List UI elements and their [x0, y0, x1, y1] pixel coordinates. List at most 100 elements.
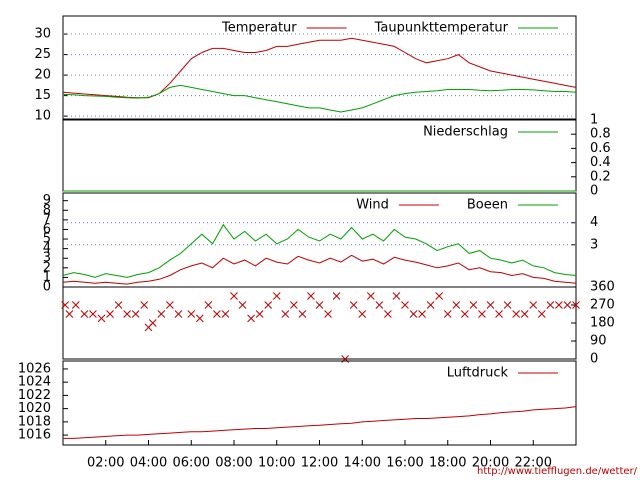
point: [435, 292, 444, 300]
y-tick-label: 1: [43, 270, 51, 285]
x-tick-label: 14:00: [344, 456, 381, 471]
y2-tick-label: 90: [590, 334, 607, 349]
point: [298, 310, 307, 318]
point: [478, 310, 486, 318]
point: [426, 301, 435, 309]
series-line: [63, 406, 577, 439]
y-tick-label: 10: [34, 109, 51, 124]
point: [166, 301, 174, 309]
point: [255, 310, 264, 318]
y-tick-label: 7: [43, 212, 51, 227]
legend-label: Boeen: [467, 198, 508, 213]
series-line: [62, 37, 577, 99]
y2-tick-label: 0.8: [590, 127, 611, 142]
y2-tick-label: 0: [590, 184, 598, 199]
point: [264, 301, 273, 309]
point: [392, 292, 401, 300]
point: [195, 314, 204, 323]
y-tick-label: 2: [43, 260, 51, 275]
point: [401, 301, 409, 309]
point: [80, 310, 89, 318]
point: [495, 310, 503, 318]
point: [247, 314, 255, 323]
y2-tick-label: 3: [590, 237, 598, 252]
x-tick-label: 20:00: [472, 456, 509, 471]
point: [89, 310, 97, 318]
point: [230, 292, 238, 300]
y2-tick-label: 0: [590, 352, 598, 367]
point: [563, 301, 572, 309]
point: [572, 301, 580, 309]
legend-label: Niederschlag: [423, 125, 508, 140]
point: [221, 310, 230, 318]
point: [71, 301, 80, 309]
point: [409, 310, 418, 318]
legend-label: Wind: [356, 198, 389, 213]
y-tick-label: 9: [43, 193, 51, 208]
point: [546, 301, 555, 309]
x-tick-label: 06:00: [173, 456, 210, 471]
point: [106, 310, 114, 318]
y-tick-label: 0: [43, 280, 51, 295]
y2-tick-label: 180: [590, 316, 615, 331]
y-tick-label: 15: [34, 88, 51, 103]
point: [140, 301, 149, 309]
point: [520, 310, 529, 318]
y-tick-label: 3: [43, 251, 51, 266]
legend-label: Luftdruck: [447, 366, 509, 381]
y-tick-label: 1020: [18, 401, 51, 416]
y2-tick-label: 0.4: [590, 155, 611, 170]
point: [61, 301, 69, 309]
y-tick-label: 5: [43, 232, 51, 247]
y2-tick-label: 270: [590, 298, 615, 313]
y2-tick-label: 0.6: [590, 141, 611, 156]
point: [315, 301, 324, 309]
y-tick-label: 1018: [18, 414, 51, 429]
point: [418, 310, 426, 318]
legend-label: Taupunkttemperatur: [374, 21, 509, 36]
point: [503, 301, 512, 309]
point: [358, 310, 367, 318]
point: [537, 310, 546, 318]
point: [469, 301, 478, 309]
point: [148, 319, 157, 327]
point: [384, 310, 392, 318]
point: [289, 301, 298, 309]
point: [529, 301, 538, 309]
point: [366, 292, 375, 300]
point: [157, 310, 166, 318]
point: [65, 310, 74, 318]
y-tick-label: 20: [34, 68, 51, 83]
series-line: [62, 223, 577, 278]
x-tick-label: 02:00: [87, 456, 124, 471]
point: [332, 292, 341, 300]
y2-tick-label: 360: [590, 280, 615, 295]
y-tick-label: 8: [43, 203, 51, 218]
point: [555, 301, 563, 309]
x-tick-label: 08:00: [215, 456, 252, 471]
y-tick-label: 6: [43, 222, 51, 237]
point: [123, 310, 131, 318]
y2-tick-label: 0.2: [590, 169, 611, 184]
point: [443, 310, 452, 318]
point: [452, 301, 461, 309]
y-tick-label: 4: [43, 241, 51, 256]
point: [512, 310, 521, 318]
y2-tick-label: 4: [590, 215, 598, 230]
point: [307, 292, 315, 300]
point: [324, 310, 332, 318]
point: [375, 301, 384, 309]
point: [238, 301, 247, 309]
y-tick-label: 25: [34, 47, 51, 62]
point: [272, 292, 281, 300]
y-tick-label: 1016: [18, 428, 51, 443]
x-tick-label: 18:00: [429, 456, 466, 471]
series-line: [62, 84, 577, 113]
series-line: [62, 254, 577, 285]
point: [213, 310, 221, 318]
x-tick-label: 22:00: [515, 456, 552, 471]
x-tick-label: 16:00: [386, 456, 423, 471]
x-tick-label: 10:00: [258, 456, 295, 471]
point: [131, 310, 140, 318]
